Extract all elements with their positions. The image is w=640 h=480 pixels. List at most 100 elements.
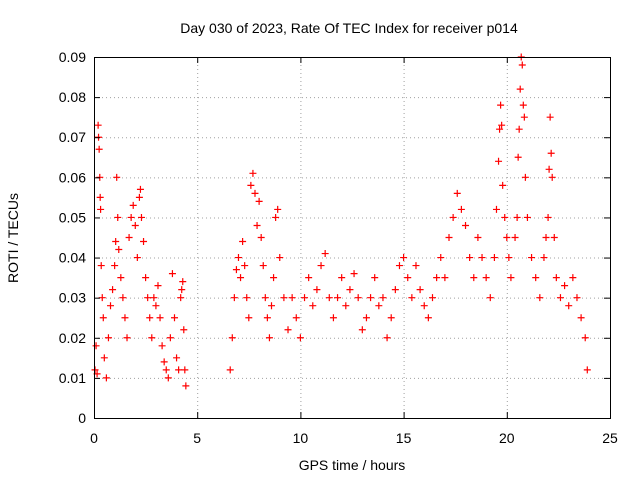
data-point bbox=[92, 342, 100, 350]
data-point bbox=[135, 193, 143, 201]
data-point bbox=[514, 153, 522, 161]
data-point bbox=[180, 326, 188, 334]
data-point bbox=[127, 213, 135, 221]
data-point bbox=[499, 181, 507, 189]
data-point bbox=[505, 254, 513, 262]
data-point bbox=[313, 286, 321, 294]
y-tick-label: 0 bbox=[78, 410, 86, 426]
data-point bbox=[518, 61, 526, 69]
data-point bbox=[270, 274, 278, 282]
data-point bbox=[232, 266, 240, 274]
data-point bbox=[408, 294, 416, 302]
data-point bbox=[255, 197, 263, 205]
data-point bbox=[251, 189, 259, 197]
x-tick-label: 20 bbox=[499, 430, 515, 446]
data-point bbox=[470, 274, 478, 282]
data-point bbox=[569, 274, 577, 282]
data-point bbox=[309, 302, 317, 310]
data-point bbox=[109, 286, 117, 294]
data-point bbox=[498, 121, 506, 129]
x-tick-label: 25 bbox=[602, 430, 618, 446]
data-point bbox=[492, 205, 500, 213]
data-point bbox=[292, 314, 300, 322]
data-point bbox=[245, 314, 253, 322]
data-point bbox=[265, 334, 273, 342]
data-point bbox=[400, 254, 408, 262]
data-point bbox=[97, 262, 105, 270]
data-point bbox=[112, 238, 120, 246]
data-point bbox=[243, 294, 251, 302]
data-point bbox=[528, 254, 536, 262]
data-point bbox=[453, 189, 461, 197]
data-point bbox=[532, 274, 540, 282]
data-point bbox=[301, 294, 309, 302]
plot-frame bbox=[94, 57, 611, 419]
data-point bbox=[550, 234, 558, 241]
data-point bbox=[482, 274, 490, 282]
data-point bbox=[338, 274, 346, 282]
data-point bbox=[445, 234, 453, 241]
data-point bbox=[241, 262, 249, 270]
data-point bbox=[521, 173, 529, 181]
data-point bbox=[416, 286, 424, 294]
data-point bbox=[424, 314, 432, 322]
data-point bbox=[546, 113, 554, 121]
data-point bbox=[321, 250, 329, 258]
data-point bbox=[305, 274, 313, 282]
data-point bbox=[119, 294, 127, 302]
y-tick-label: 0.07 bbox=[59, 129, 86, 145]
data-point bbox=[433, 274, 441, 282]
data-point bbox=[325, 294, 333, 302]
data-point bbox=[395, 262, 403, 270]
data-point bbox=[173, 354, 181, 362]
data-point bbox=[95, 145, 103, 153]
data-point bbox=[142, 274, 150, 282]
data-point bbox=[146, 314, 154, 322]
data-point bbox=[503, 234, 511, 241]
data-point bbox=[97, 205, 105, 213]
data-point bbox=[117, 274, 125, 282]
data-point bbox=[111, 262, 119, 270]
chart-title: Day 030 of 2023, Rate Of TEC Index for r… bbox=[180, 20, 518, 36]
data-point bbox=[462, 221, 470, 229]
data-point bbox=[247, 181, 255, 189]
data-point bbox=[178, 286, 186, 294]
data-point bbox=[354, 294, 362, 302]
x-tick-label: 10 bbox=[293, 430, 309, 446]
data-point bbox=[137, 213, 145, 221]
data-point bbox=[437, 254, 445, 262]
data-point bbox=[100, 354, 108, 362]
data-point bbox=[280, 294, 288, 302]
data-point bbox=[179, 278, 187, 286]
y-tick-label: 0.01 bbox=[59, 370, 86, 386]
data-point bbox=[540, 254, 548, 262]
data-point bbox=[496, 125, 504, 133]
data-point bbox=[166, 334, 174, 342]
data-point bbox=[296, 334, 304, 342]
y-tick-label: 0.02 bbox=[59, 330, 86, 346]
data-point bbox=[548, 173, 556, 181]
data-point bbox=[170, 314, 178, 322]
data-point bbox=[412, 262, 420, 270]
data-point bbox=[91, 366, 99, 374]
data-point bbox=[107, 302, 115, 310]
data-point bbox=[545, 165, 553, 173]
data-point bbox=[114, 213, 122, 221]
grid-lines bbox=[94, 57, 610, 418]
y-tick-label: 0.06 bbox=[59, 169, 86, 185]
data-point bbox=[136, 185, 144, 193]
data-point bbox=[379, 294, 387, 302]
data-point bbox=[441, 274, 449, 282]
data-point bbox=[556, 294, 564, 302]
data-point bbox=[547, 149, 555, 157]
data-point bbox=[96, 173, 104, 181]
y-tick-label: 0.05 bbox=[59, 209, 86, 225]
data-point bbox=[404, 274, 412, 282]
data-point bbox=[478, 254, 486, 262]
data-point bbox=[276, 254, 284, 262]
data-point bbox=[272, 213, 280, 221]
data-point bbox=[230, 294, 238, 302]
data-point bbox=[95, 133, 103, 141]
data-point bbox=[175, 366, 183, 374]
data-point bbox=[346, 286, 354, 294]
